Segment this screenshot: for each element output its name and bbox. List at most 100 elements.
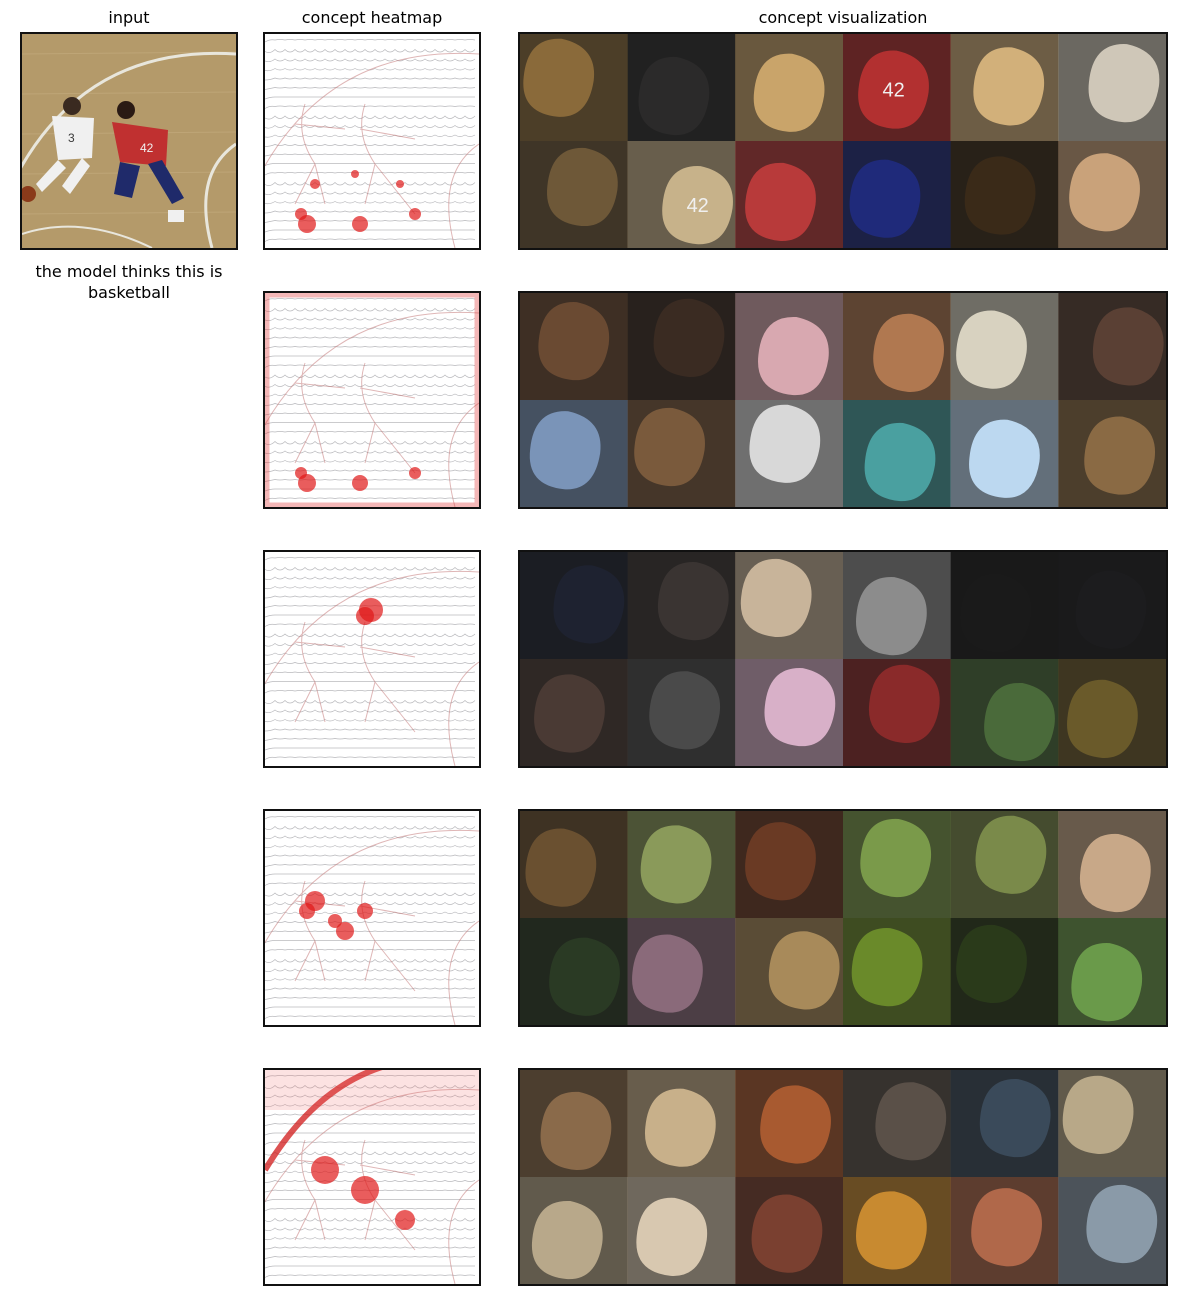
heat-region-court-line — [265, 1070, 383, 1172]
visualization-canvas — [520, 811, 1166, 1025]
heatmap-canvas — [265, 811, 479, 1025]
concept-example-tile — [950, 34, 1059, 142]
concept-example-tile — [950, 1177, 1059, 1284]
concept-visualization-grid — [518, 1068, 1168, 1286]
visualization-canvas: 42 42 — [520, 34, 1166, 248]
concept-heatmap — [263, 291, 481, 509]
tile-jersey-number: 42 — [687, 195, 709, 217]
heat-region-torso — [336, 922, 354, 940]
concept-example-tile — [735, 400, 844, 507]
concept-example-tile — [735, 141, 844, 248]
heat-region-feet — [295, 208, 307, 220]
concept-example-tile — [520, 34, 629, 142]
heatmap-canvas — [265, 34, 479, 248]
concept-visualization-grid — [518, 291, 1168, 509]
visualization-canvas — [520, 1070, 1166, 1284]
concept-visualization-grid: 42 42 — [518, 32, 1168, 250]
heatmap-canvas — [265, 552, 479, 766]
heat-region-feet — [295, 467, 307, 479]
heat-region-bodies — [395, 1210, 415, 1230]
visualization-canvas — [520, 552, 1166, 766]
concept-example-tile — [843, 659, 952, 766]
heat-region-bodies — [351, 1176, 379, 1204]
heat-region-arms — [299, 903, 315, 919]
heat-region-feet — [352, 216, 368, 232]
heatmap-canvas — [265, 1070, 479, 1284]
concept-example-tile — [950, 552, 1059, 660]
concept-example-tile — [950, 811, 1059, 919]
concept-example-tile — [520, 659, 629, 766]
heatmap-column-title: concept heatmap — [301, 8, 443, 27]
concept-example-tile — [520, 918, 629, 1025]
concept-example-tile — [627, 811, 736, 919]
concept-example-tile — [627, 34, 736, 142]
heat-region-feet — [409, 467, 421, 479]
heat-region-feet — [409, 208, 421, 220]
concept-example-tile — [843, 1177, 952, 1284]
concept-visualization-grid — [518, 550, 1168, 768]
concept-example-tile — [520, 400, 629, 507]
concept-example-tile — [520, 811, 629, 919]
concept-example-tile — [1058, 400, 1166, 507]
concept-example-tile — [520, 293, 629, 401]
concept-example-tile — [735, 1177, 844, 1284]
tile-jersey-number: 42 — [883, 80, 905, 102]
concept-heatmap — [263, 1068, 481, 1286]
concept-example-tile — [735, 1070, 844, 1178]
concept-example-tile — [1058, 811, 1166, 919]
input-jersey-number-3: 3 — [68, 131, 75, 145]
concept-example-tile — [627, 400, 736, 507]
concept-example-tile — [520, 1070, 629, 1178]
concept-example-tile — [627, 293, 736, 401]
concept-example-tile — [843, 293, 952, 401]
concept-example-tile — [520, 552, 629, 660]
concept-example-tile — [843, 811, 952, 919]
concept-example-tile — [627, 1177, 736, 1284]
heat-region-bodies — [311, 1156, 339, 1184]
concept-example-tile — [843, 141, 952, 248]
concept-example-tile — [950, 918, 1059, 1025]
concept-example-tile — [627, 552, 736, 660]
concept-example-tile — [735, 811, 844, 919]
concept-example-tile — [520, 1177, 629, 1284]
concept-example-tile: 42 — [843, 34, 952, 142]
heat-region-lower-legs — [396, 180, 404, 188]
concept-example-tile: 42 — [627, 141, 736, 248]
input-column-title: input — [108, 8, 150, 27]
concept-example-tile — [843, 1070, 952, 1178]
visualization-canvas — [520, 293, 1166, 507]
heat-region-feet — [352, 475, 368, 491]
concept-heatmap — [263, 809, 481, 1027]
concept-example-tile — [735, 552, 844, 660]
concept-example-tile — [843, 400, 952, 507]
heat-region-arms — [328, 914, 342, 928]
concept-example-tile — [950, 400, 1059, 507]
input-image-art: 3 42 — [22, 34, 236, 248]
concept-example-tile — [843, 552, 952, 660]
concept-example-tile — [843, 918, 952, 1025]
concept-example-tile — [1058, 918, 1166, 1025]
concept-heatmap — [263, 550, 481, 768]
concept-example-tile — [950, 293, 1059, 401]
concept-example-tile — [735, 34, 844, 142]
concept-example-tile — [1058, 1070, 1166, 1178]
concept-example-tile — [1058, 141, 1166, 248]
concept-heatmap — [263, 32, 481, 250]
heat-region-lower-legs — [310, 179, 320, 189]
concept-example-tile — [735, 659, 844, 766]
input-jersey-number-42: 42 — [140, 141, 154, 155]
heatmap-canvas — [265, 293, 479, 507]
concept-example-tile — [1058, 1177, 1166, 1284]
concept-example-tile — [1058, 552, 1166, 660]
heat-region-border — [265, 293, 479, 507]
heat-region-head — [356, 607, 374, 625]
heat-region-top-band — [265, 1070, 479, 1110]
input-image: 3 42 — [20, 32, 238, 250]
heat-region-torso — [357, 903, 373, 919]
prediction-caption: the model thinks this is basketball — [35, 262, 223, 302]
concept-example-tile — [627, 918, 736, 1025]
heat-region-lower-legs — [351, 170, 359, 178]
concept-example-tile — [950, 659, 1059, 766]
concept-example-tile — [735, 918, 844, 1025]
visualization-column-title: concept visualization — [758, 8, 928, 27]
